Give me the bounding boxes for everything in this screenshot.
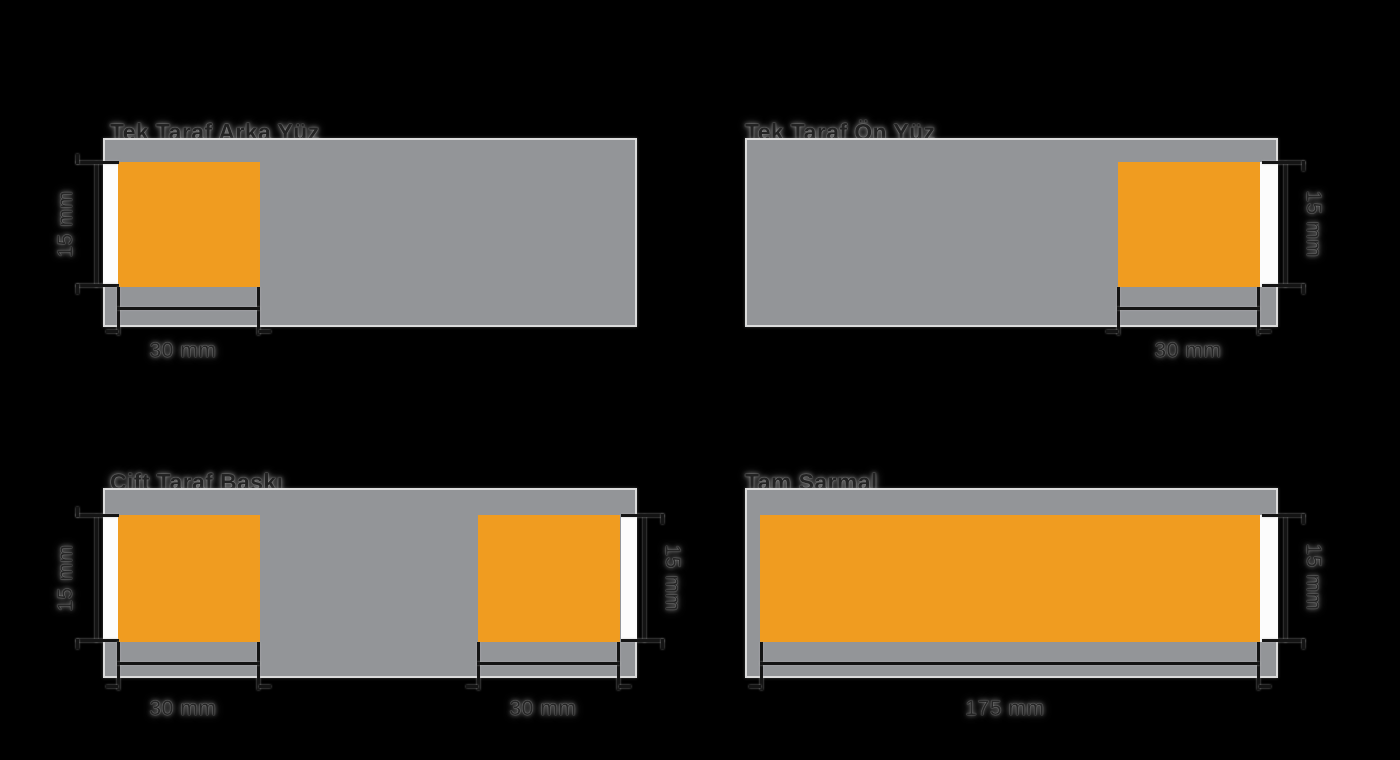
width-dim-ext-left [117, 287, 120, 335]
width-dim-tick-left [466, 685, 478, 688]
width-dim-tick-left [106, 685, 118, 688]
edge-highlight [1260, 162, 1278, 287]
width-dim-label: 175 mm [965, 697, 1045, 720]
width-dim-label: 30 mm [149, 339, 217, 362]
height-dim-label: 15 mm [54, 544, 77, 612]
width-dim-tick-left [106, 330, 118, 333]
height-dim-stub [1302, 639, 1305, 649]
height-dim-line [95, 162, 98, 287]
print-area-right [478, 515, 620, 642]
width-dim-ext-left [760, 642, 763, 690]
width-dim-ext-right [257, 287, 260, 335]
height-dim-stub [661, 639, 664, 649]
edge-highlight [103, 515, 119, 642]
height-dim-tick-bottom [621, 639, 664, 642]
height-dim-label: 15 mm [1302, 190, 1325, 258]
height-dim-tick-bottom [76, 284, 119, 287]
width-dim-tick-left [1106, 330, 1118, 333]
print-area [118, 162, 260, 287]
width-dim-ext-left [117, 642, 120, 690]
width-dim-label: 30 mm [1154, 339, 1222, 362]
print-area [1118, 162, 1260, 287]
height-dim-tick-top [76, 161, 119, 164]
height-dim-stub [1302, 161, 1305, 171]
width-dim-ext-left [477, 642, 480, 690]
width-dim-line [117, 662, 260, 665]
height-dim-label: 15 mm [661, 544, 684, 612]
width-dim-tick-left [749, 685, 761, 688]
width-dim-line [477, 662, 620, 665]
height-dim-line [95, 515, 98, 642]
print-area-left [118, 515, 260, 642]
height-dim-tick-bottom [76, 639, 119, 642]
width-dim-tick-right [1259, 330, 1271, 333]
width-dim-label: 30 mm [149, 697, 217, 720]
height-dim-tick-top [621, 514, 664, 517]
width-dim-line [117, 307, 260, 310]
width-dim-tick-right [259, 330, 271, 333]
print-area [760, 515, 1260, 642]
width-dim-line [1117, 307, 1260, 310]
height-dim-stub [1302, 284, 1305, 294]
edge-highlight [1260, 515, 1278, 642]
height-dim-stub [76, 284, 79, 294]
width-dim-ext-left [1117, 287, 1120, 335]
width-dim-tick-right [259, 685, 271, 688]
height-dim-tick-top [1262, 161, 1305, 164]
height-dim-line [1284, 162, 1287, 287]
height-dim-stub [76, 154, 79, 164]
width-dim-ext-right [257, 642, 260, 690]
width-dim-ext-right [1257, 287, 1260, 335]
height-dim-tick-bottom [1262, 639, 1305, 642]
height-dim-line [1284, 515, 1287, 642]
width-dim-tick-right [1259, 685, 1271, 688]
height-dim-stub [76, 639, 79, 649]
height-dim-tick-top [76, 514, 119, 517]
edge-highlight [621, 515, 637, 642]
width-dim-ext-right [1257, 642, 1260, 690]
width-dim-ext-right [617, 642, 620, 690]
height-dim-tick-bottom [1262, 284, 1305, 287]
height-dim-stub [661, 514, 664, 524]
width-dim-line [760, 662, 1260, 665]
edge-highlight [103, 162, 119, 287]
height-dim-label: 15 mm [54, 190, 77, 258]
height-dim-stub [76, 507, 79, 517]
height-dim-label: 15 mm [1302, 543, 1325, 611]
width-dim-tick-right [619, 685, 631, 688]
height-dim-line [643, 515, 646, 642]
width-dim-label: 30 mm [509, 697, 577, 720]
height-dim-stub [1302, 514, 1305, 524]
height-dim-tick-top [1262, 514, 1305, 517]
